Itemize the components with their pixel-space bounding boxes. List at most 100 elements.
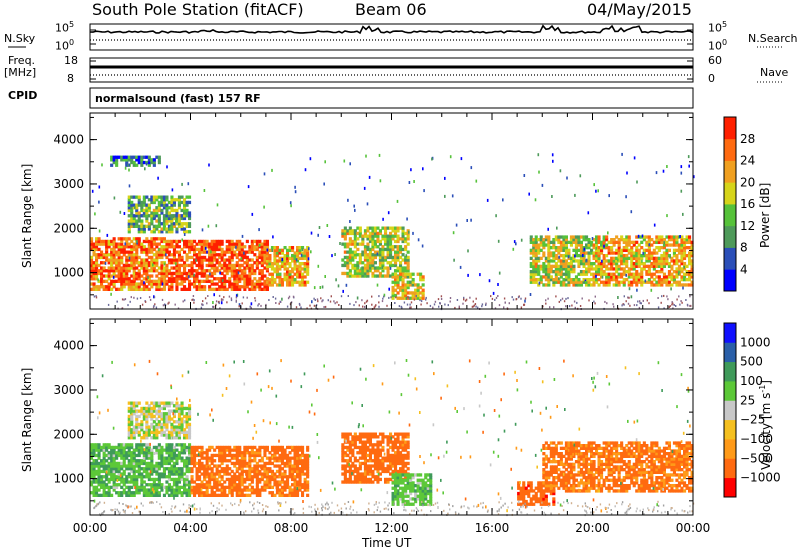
echo-cell bbox=[263, 274, 267, 278]
echo-cell bbox=[537, 251, 541, 255]
echo-cell bbox=[145, 269, 149, 273]
echo-cell bbox=[567, 262, 571, 266]
echo-cell bbox=[193, 451, 197, 455]
echo-cell bbox=[293, 483, 297, 487]
echo-cell bbox=[215, 266, 219, 270]
echo-cell bbox=[100, 483, 104, 487]
echo-cell bbox=[137, 158, 141, 162]
echo-cell bbox=[642, 267, 646, 271]
echo-cell bbox=[569, 262, 573, 266]
echo-cell bbox=[620, 256, 624, 260]
echo-cell bbox=[672, 240, 676, 244]
echo-cell bbox=[205, 475, 209, 479]
echo-cell bbox=[147, 282, 151, 286]
echo-cell bbox=[532, 278, 536, 282]
echo-cell bbox=[306, 267, 310, 271]
echo-cell bbox=[569, 270, 573, 274]
echo-cell bbox=[145, 274, 149, 278]
echo-cell bbox=[140, 451, 144, 455]
ground-speck bbox=[177, 307, 180, 310]
echo-cell bbox=[180, 428, 184, 432]
echo-cell bbox=[112, 245, 116, 249]
echo-cell bbox=[112, 467, 116, 471]
echo-cell bbox=[160, 448, 164, 452]
echo-cell bbox=[592, 272, 596, 276]
echo-cell bbox=[399, 278, 403, 282]
echo-cell bbox=[411, 283, 415, 287]
echo-cell bbox=[660, 256, 664, 260]
echo-cell bbox=[162, 203, 166, 207]
echo-cell bbox=[647, 259, 651, 263]
echo-speck bbox=[337, 284, 340, 288]
echo-cell bbox=[238, 491, 242, 495]
echo-cell bbox=[544, 267, 548, 271]
echo-cell bbox=[160, 445, 164, 450]
echo-cell bbox=[200, 485, 204, 489]
echo-cell bbox=[145, 412, 149, 416]
ground-speck bbox=[235, 299, 237, 302]
echo-cell bbox=[100, 242, 104, 246]
echo-cell bbox=[193, 480, 197, 484]
echo-cell bbox=[248, 269, 252, 273]
echo-cell bbox=[373, 239, 377, 244]
echo-cell bbox=[542, 264, 546, 268]
echo-cell bbox=[170, 485, 174, 489]
echo-cell bbox=[238, 445, 242, 450]
echo-cell bbox=[250, 239, 254, 244]
echo-cell bbox=[90, 287, 94, 291]
echo-cell bbox=[532, 240, 536, 244]
echo-cell bbox=[396, 283, 400, 287]
echo-cell bbox=[263, 239, 267, 244]
ground-speck bbox=[689, 304, 691, 307]
echo-cell bbox=[243, 477, 247, 482]
echo-cell bbox=[630, 248, 634, 252]
echo-speck bbox=[221, 279, 224, 282]
ground-speck bbox=[627, 302, 630, 305]
echo-cell bbox=[225, 271, 229, 276]
echo-cell bbox=[346, 477, 350, 482]
echo-cell bbox=[587, 240, 591, 244]
echo-cell bbox=[107, 456, 111, 460]
echo-cell bbox=[183, 406, 187, 411]
echo-cell bbox=[235, 448, 239, 452]
echo-cell bbox=[185, 475, 189, 479]
echo-cell bbox=[280, 456, 284, 460]
echo-cell bbox=[183, 198, 187, 202]
echo-cell bbox=[268, 477, 272, 482]
echo-cell bbox=[127, 480, 131, 484]
echo-cell bbox=[660, 235, 664, 239]
echo-cell bbox=[574, 280, 578, 284]
echo-cell bbox=[127, 430, 131, 434]
echo-cell bbox=[228, 480, 232, 484]
echo-cell bbox=[100, 461, 104, 466]
echo-cell bbox=[125, 480, 129, 484]
echo-cell bbox=[152, 195, 156, 199]
echo-cell bbox=[122, 459, 126, 463]
echo-cell bbox=[157, 493, 161, 497]
echo-cell bbox=[97, 472, 101, 476]
echo-cell bbox=[215, 488, 219, 492]
echo-cell bbox=[293, 267, 297, 271]
echo-cell bbox=[110, 464, 114, 468]
echo-cell bbox=[155, 472, 159, 476]
echo-cell bbox=[157, 230, 161, 234]
echo-cell bbox=[125, 239, 129, 244]
echo-cell bbox=[270, 278, 274, 282]
echo-cell bbox=[95, 461, 99, 466]
echo-cell bbox=[162, 425, 166, 429]
echo-speck bbox=[383, 293, 386, 297]
echo-speck bbox=[559, 169, 562, 173]
echo-cell bbox=[630, 240, 634, 244]
echo-cell bbox=[172, 488, 176, 492]
echo-cell bbox=[125, 266, 129, 270]
echo-cell bbox=[564, 264, 568, 268]
echo-cell bbox=[135, 255, 139, 260]
echo-cell bbox=[353, 435, 357, 439]
echo-cell bbox=[190, 477, 194, 482]
echo-cell bbox=[590, 283, 594, 287]
echo-cell bbox=[404, 239, 408, 244]
echo-cell bbox=[346, 480, 350, 484]
echo-cell bbox=[572, 256, 576, 260]
echo-cell bbox=[107, 493, 111, 497]
echo-speck bbox=[451, 194, 454, 198]
